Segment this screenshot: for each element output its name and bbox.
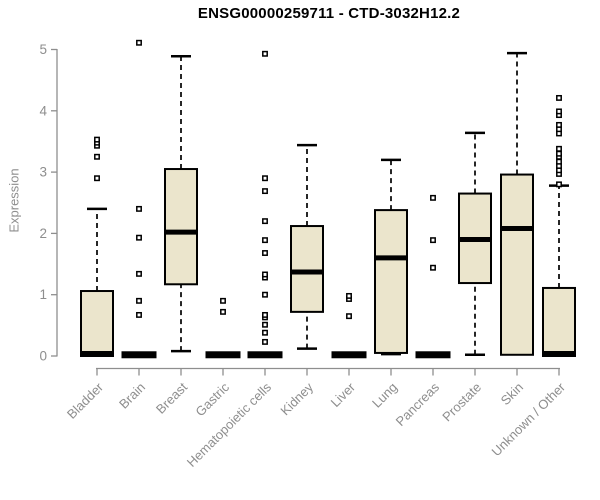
outlier-point bbox=[220, 308, 226, 315]
outlier-point bbox=[262, 250, 268, 256]
x-axis-category-label: Kidney bbox=[277, 379, 316, 418]
outlier-point bbox=[430, 237, 436, 244]
y-axis-tick-label: 5 bbox=[39, 42, 47, 57]
outlier-point bbox=[556, 108, 562, 115]
boxplot-box bbox=[500, 173, 534, 356]
outlier-point bbox=[94, 153, 100, 160]
y-axis-tick-label: 0 bbox=[39, 349, 47, 364]
boxplot-collapsed-median bbox=[121, 351, 157, 359]
outlier-point bbox=[556, 145, 562, 152]
outlier-point bbox=[136, 270, 142, 277]
y-axis-tick-label: 2 bbox=[39, 226, 47, 241]
outlier-point bbox=[136, 297, 142, 304]
outlier-point bbox=[262, 338, 268, 345]
x-axis-category-label: Unknown / Other bbox=[489, 379, 569, 459]
outlier-point bbox=[556, 181, 562, 188]
outlier-point bbox=[262, 291, 268, 298]
y-axis-tick-label: 1 bbox=[39, 287, 47, 302]
outlier-point bbox=[556, 94, 562, 101]
outlier-point bbox=[556, 121, 562, 128]
x-axis-category-label: Bladder bbox=[64, 379, 107, 422]
x-axis-category-label: Pancreas bbox=[393, 379, 443, 429]
outlier-point bbox=[556, 158, 562, 165]
boxplot-box bbox=[164, 168, 198, 286]
boxplot-box bbox=[374, 209, 408, 354]
outlier-point bbox=[262, 218, 268, 225]
outlier-point bbox=[262, 50, 268, 57]
outlier-point bbox=[346, 313, 352, 320]
boxplot-box bbox=[290, 225, 324, 313]
y-axis-tick-label: 3 bbox=[39, 165, 47, 180]
outlier-point bbox=[430, 194, 436, 201]
outlier-point bbox=[430, 264, 436, 271]
outlier-point bbox=[136, 311, 142, 318]
x-axis-category-label: Liver bbox=[328, 379, 359, 410]
outlier-point bbox=[262, 329, 268, 336]
y-axis-tick-label: 4 bbox=[39, 103, 47, 118]
outlier-point bbox=[94, 175, 100, 182]
boxplot-collapsed-median bbox=[415, 351, 451, 359]
boxplot-collapsed-median bbox=[331, 351, 367, 359]
boxplot-collapsed-median bbox=[205, 351, 241, 359]
x-axis-category-label: Skin bbox=[498, 380, 526, 408]
outlier-point bbox=[220, 297, 226, 304]
outlier-point bbox=[262, 188, 268, 195]
x-axis-category-label: Prostate bbox=[439, 380, 484, 425]
outlier-point bbox=[136, 205, 142, 212]
outlier-point bbox=[136, 39, 142, 46]
outlier-point bbox=[262, 237, 268, 244]
boxplot-box bbox=[80, 290, 114, 357]
x-axis-category-label: Lung bbox=[369, 380, 400, 411]
outlier-point bbox=[262, 321, 268, 328]
outlier-point bbox=[556, 150, 562, 157]
boxplot-collapsed-median bbox=[247, 351, 283, 359]
chart-title: ENSG00000259711 - CTD-3032H12.2 bbox=[197, 5, 461, 22]
outlier-point bbox=[136, 234, 142, 241]
outlier-point bbox=[94, 136, 100, 143]
x-axis-category-label: Breast bbox=[153, 379, 190, 416]
boxplot-box bbox=[542, 286, 576, 357]
x-axis-category-label: Gastric bbox=[192, 379, 232, 419]
outlier-point bbox=[262, 271, 268, 278]
outlier-point bbox=[262, 175, 268, 182]
outlier-point bbox=[346, 292, 352, 299]
outlier-point bbox=[262, 311, 268, 318]
x-axis-category-label: Brain bbox=[116, 380, 148, 412]
